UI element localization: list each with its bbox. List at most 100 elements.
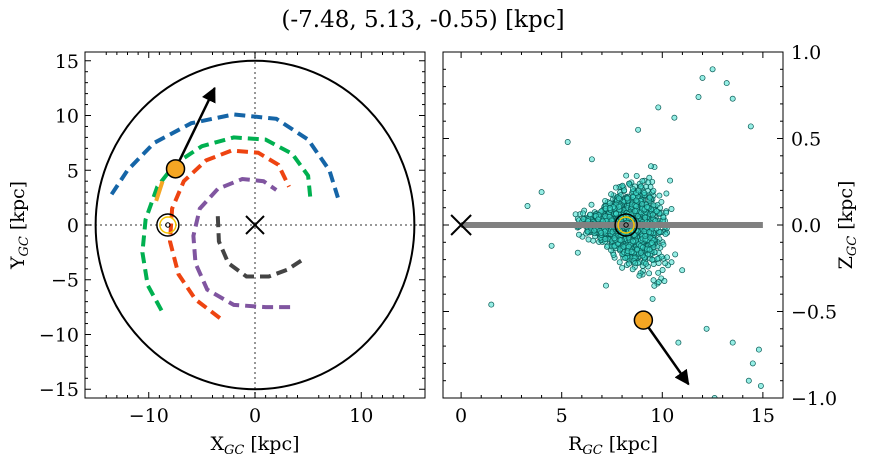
- scatter-point: [695, 94, 702, 100]
- x-tick-label: 0: [455, 405, 467, 427]
- spiral-arm-4: [191, 176, 291, 310]
- scatter-point: [639, 178, 646, 185]
- scatter-point: [564, 139, 571, 145]
- scatter-point: [574, 249, 581, 256]
- y-tick-label: 0: [67, 215, 79, 237]
- scatter-point: [576, 231, 582, 238]
- scatter-point: [632, 260, 639, 267]
- left-ticks: −10 0 10 −15 −10 −5 0 5 10 15: [39, 51, 425, 427]
- scatter-point: [580, 210, 587, 217]
- scatter-point: [606, 205, 613, 212]
- scatter-point: [630, 238, 636, 245]
- scatter-point: [668, 206, 675, 212]
- y-tick-label: −10: [39, 324, 79, 346]
- x-tick-label: 10: [650, 405, 674, 427]
- y-tick-label: 5: [67, 160, 79, 182]
- object-marker: [633, 310, 654, 330]
- scatter-point: [602, 197, 609, 204]
- scatter-point: [585, 236, 592, 243]
- scatter-point: [616, 259, 623, 266]
- scatter-point: [646, 194, 653, 201]
- scatter-point: [622, 255, 629, 262]
- x-tick-label: 10: [349, 405, 373, 427]
- scatter-point: [723, 80, 730, 87]
- scatter-point: [664, 254, 670, 261]
- scatter-point: [636, 272, 643, 279]
- scatter-point: [598, 229, 605, 236]
- scatter-point: [644, 204, 651, 210]
- scatter-point: [655, 104, 662, 111]
- sun-outer-ring: [156, 213, 180, 237]
- scatter-point: [747, 123, 754, 130]
- right-ticks: 0 5 10 15 1.0 0.5 0.0 −0.5 −1.0: [443, 42, 837, 427]
- scatter-point: [649, 295, 656, 302]
- scatter-point: [675, 339, 682, 346]
- scatter-point: [649, 256, 656, 263]
- object-marker: [165, 159, 186, 179]
- scatter-point: [642, 233, 649, 240]
- scatter-point: [626, 260, 632, 267]
- scatter-point: [613, 210, 620, 217]
- scatter-point: [634, 246, 641, 253]
- galactic-center-marker: [450, 214, 472, 236]
- x-tick-label: 0: [249, 405, 261, 427]
- scatter-point: [572, 211, 579, 218]
- scatter-point: [661, 278, 668, 284]
- scatter-point: [538, 189, 545, 196]
- scatter-point: [656, 192, 663, 199]
- scatter-point: [646, 246, 653, 253]
- scatter-point: [672, 251, 679, 258]
- scatter-point: [602, 236, 609, 242]
- scatter-point: [729, 95, 736, 102]
- scatter-point: [635, 126, 642, 133]
- y-tick-label: −15: [39, 379, 79, 401]
- sun-dot: [165, 222, 171, 228]
- velocity-arrow: [642, 319, 690, 386]
- scatter-point: [648, 163, 654, 170]
- left-plot-area: [85, 52, 425, 398]
- scatter-point: [610, 251, 617, 258]
- scatter-point: [667, 177, 674, 184]
- scatter-point: [635, 187, 642, 194]
- left-ylabel: YGC [kpc]: [7, 181, 32, 270]
- scatter-point: [630, 194, 636, 200]
- y-tick-label: 1.0: [791, 42, 821, 64]
- scatter-point: [657, 204, 664, 211]
- scatter-point: [629, 185, 636, 192]
- scatter-point: [671, 114, 678, 121]
- scatter-point: [615, 195, 622, 202]
- y-tick-label: 10: [55, 106, 79, 128]
- scatter-point: [548, 242, 555, 249]
- figure-title: (-7.48, 5.13, -0.55) [kpc]: [281, 7, 564, 33]
- scatter-point: [584, 228, 591, 235]
- scatter-point: [623, 172, 630, 179]
- spiral-arm-3: [167, 148, 291, 320]
- scatter-point: [588, 156, 595, 163]
- scatter-point: [637, 249, 644, 256]
- sun-inner-ring: [617, 216, 635, 234]
- scatter-point: [749, 360, 756, 367]
- scatter-point: [633, 172, 640, 179]
- scatter-point: [488, 301, 495, 308]
- orange-arm-segment: [154, 180, 165, 202]
- scatter-point: [641, 189, 648, 196]
- right-xlabel: RGC [kpc]: [568, 433, 658, 458]
- scatter-point: [662, 260, 669, 267]
- scatter-point: [619, 182, 626, 189]
- scatter-point: [608, 191, 615, 198]
- x-tick-label: 15: [751, 405, 775, 427]
- scatter-point: [745, 377, 752, 384]
- scatter-point: [645, 179, 652, 186]
- right-panel: 0 5 10 15 1.0 0.5 0.0 −0.5 −1.0 RGC [kpc] ZGC [k…: [442, 42, 860, 458]
- scatter-point: [595, 216, 602, 223]
- scatter-point: [703, 325, 710, 332]
- scatter-point: [660, 214, 667, 221]
- scatter-point: [654, 255, 661, 262]
- scatter-point: [642, 214, 649, 221]
- scatter-point: [663, 190, 670, 197]
- right-ylabel: ZGC [kpc]: [835, 181, 860, 270]
- scatter-point: [755, 346, 762, 353]
- scatter-point: [591, 227, 598, 234]
- scatter-point: [624, 195, 631, 202]
